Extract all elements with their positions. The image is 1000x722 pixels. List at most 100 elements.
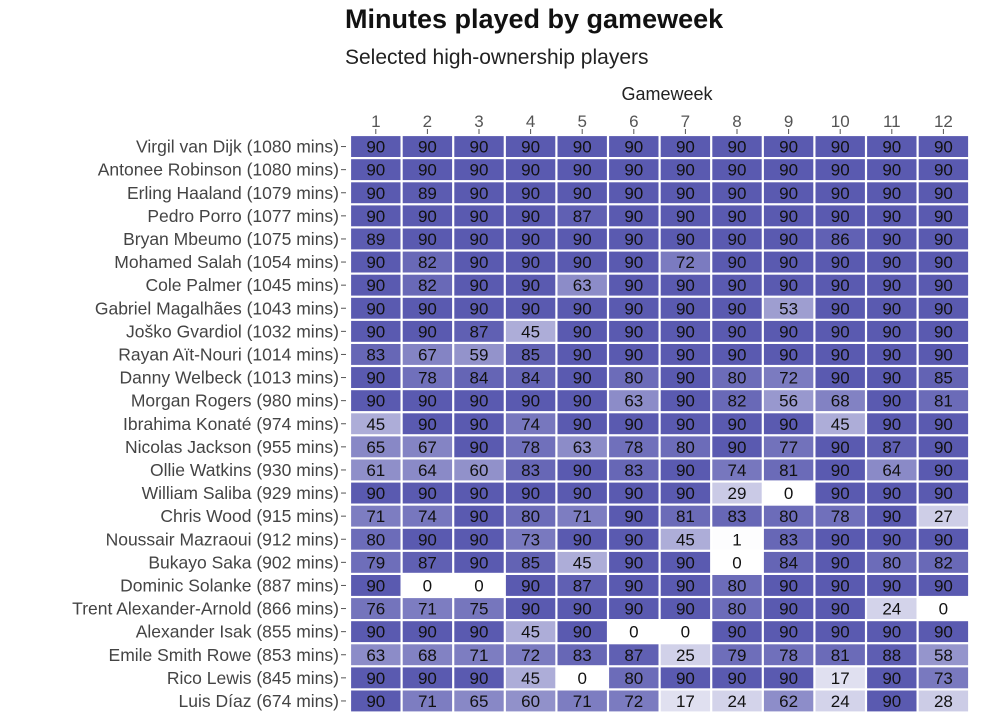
heatmap-cell — [815, 459, 865, 481]
cell-value-label: 72 — [676, 253, 695, 272]
cell-value-label: 0 — [939, 600, 948, 619]
heatmap-cell — [609, 367, 659, 388]
cell-value-label: 90 — [624, 322, 643, 341]
heatmap-cell — [454, 251, 504, 273]
cell-value-label: 82 — [418, 253, 437, 272]
cell-value-label: 0 — [423, 576, 432, 595]
heatmap-cell — [557, 390, 607, 412]
heatmap-cell — [609, 690, 659, 712]
cell-value-label: 0 — [577, 669, 586, 688]
cell-value-label: 90 — [366, 184, 385, 203]
heatmap-cell — [918, 297, 969, 319]
heatmap-cell — [402, 644, 453, 666]
heatmap-cell — [712, 621, 762, 643]
cell-value-label: 72 — [779, 369, 798, 388]
y-tick-label: Rico Lewis (845 mins) — [167, 668, 339, 688]
cell-value-label: 90 — [470, 276, 489, 295]
heatmap-cell — [505, 413, 556, 435]
cell-value-label: 90 — [728, 299, 747, 318]
cell-value-label: 90 — [728, 184, 747, 203]
y-tick-label: Joško Gvardiol (1032 mins) — [126, 321, 339, 341]
heatmap-cell — [867, 482, 917, 504]
heatmap-cell — [351, 413, 401, 435]
y-tick-label: Virgil van Dijk (1080 mins) — [136, 137, 339, 157]
cell-value-label: 90 — [573, 138, 592, 157]
cell-value-label: 81 — [934, 392, 953, 411]
heatmap-cell — [815, 621, 865, 643]
heatmap-cell — [402, 528, 453, 550]
heatmap-cell — [609, 436, 659, 458]
cell-value-label: 90 — [676, 345, 695, 364]
y-tick-label: Rayan Aït-Nouri (1014 mins) — [118, 344, 339, 364]
heatmap-cell — [815, 482, 865, 504]
y-tick-label: Noussair Mazraoui (912 mins) — [106, 529, 339, 549]
cell-value-label: 90 — [366, 484, 385, 503]
x-tick-label: 2 — [423, 112, 432, 131]
cell-value-label: 90 — [624, 299, 643, 318]
cell-value-label: 90 — [624, 484, 643, 503]
cell-value-label: 68 — [831, 392, 850, 411]
cell-value-label: 90 — [779, 623, 798, 642]
cell-value-label: 90 — [934, 438, 953, 457]
heatmap-cell — [402, 459, 453, 481]
cell-value-label: 72 — [624, 692, 643, 711]
cell-value-label: 90 — [573, 461, 592, 480]
heatmap-cell — [918, 159, 969, 181]
heatmap-cell — [557, 690, 607, 712]
cell-value-label: 1 — [732, 530, 741, 549]
cell-value-label: 90 — [624, 345, 643, 364]
x-tick-label: 4 — [526, 112, 535, 131]
cell-value-label: 90 — [418, 415, 437, 434]
heatmap-cell — [660, 598, 711, 619]
cell-value-label: 17 — [676, 692, 695, 711]
heatmap-cell — [505, 344, 556, 365]
heatmap-cell — [557, 621, 607, 643]
cell-value-label: 71 — [366, 507, 385, 526]
heatmap-cell — [402, 575, 453, 596]
cell-value-label: 90 — [882, 392, 901, 411]
cell-value-label: 87 — [882, 438, 901, 457]
heatmap-cell — [867, 159, 917, 181]
heatmap-cell — [454, 459, 504, 481]
heatmap-cell — [454, 575, 504, 596]
heatmap-cell — [660, 459, 711, 481]
heatmap-cell — [712, 297, 762, 319]
cell-value-label: 90 — [831, 161, 850, 180]
cell-value-label: 90 — [728, 161, 747, 180]
heatmap-cell — [867, 390, 917, 412]
cell-value-label: 90 — [470, 553, 489, 572]
heatmap-cell — [918, 690, 969, 712]
y-tick-label: Cole Palmer (1045 mins) — [145, 275, 339, 295]
cell-value-label: 90 — [624, 207, 643, 226]
heatmap-cell — [712, 344, 762, 365]
heatmap-cell — [351, 159, 401, 181]
heatmap-cell — [712, 436, 762, 458]
heatmap-cell — [763, 367, 814, 388]
heatmap-cell — [609, 344, 659, 365]
heatmap-cell — [351, 690, 401, 712]
heatmap-cell — [351, 598, 401, 619]
cell-value-label: 80 — [728, 600, 747, 619]
heatmap-cell — [712, 413, 762, 435]
heatmap-cell — [712, 667, 762, 689]
heatmap-cell — [609, 551, 659, 573]
cell-value-label: 90 — [418, 669, 437, 688]
heatmap-cell — [918, 136, 969, 157]
cell-value-label: 83 — [573, 646, 592, 665]
cell-value-label: 90 — [521, 392, 540, 411]
heatmap-cell — [815, 528, 865, 550]
cell-value-label: 80 — [624, 369, 643, 388]
heatmap-cell — [712, 598, 762, 619]
cell-value-label: 90 — [831, 576, 850, 595]
cell-value-label: 90 — [418, 230, 437, 249]
heatmap-cell — [557, 136, 607, 157]
heatmap-cell — [402, 205, 453, 227]
heatmap-cell — [402, 505, 453, 527]
cell-value-label: 90 — [521, 576, 540, 595]
heatmap-cell — [402, 390, 453, 412]
cell-value-label: 90 — [470, 138, 489, 157]
y-tick-label: William Saliba (929 mins) — [142, 483, 339, 503]
cell-value-label: 90 — [934, 415, 953, 434]
cell-value-label: 90 — [470, 507, 489, 526]
